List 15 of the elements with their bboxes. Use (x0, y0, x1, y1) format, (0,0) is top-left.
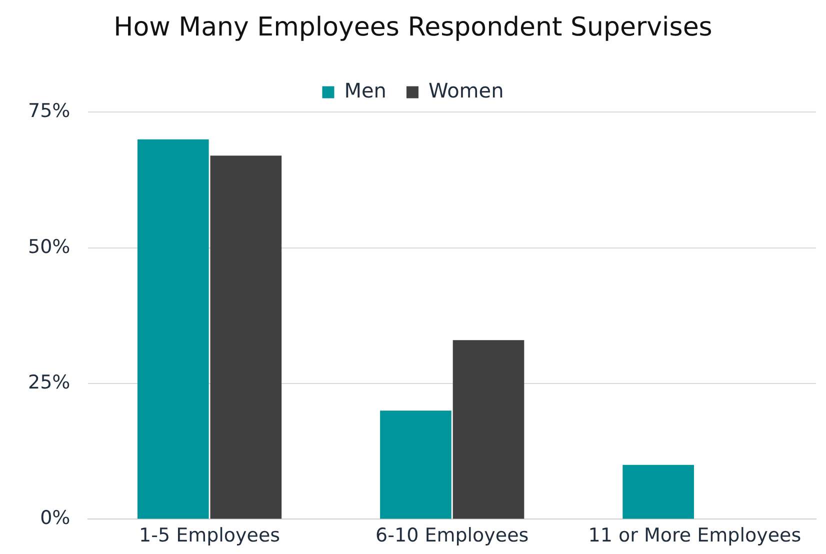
x-tick-label: 1-5 Employees (138, 524, 280, 547)
legend-label: Women (428, 78, 504, 102)
bar (210, 156, 282, 519)
bar (452, 340, 524, 519)
legend-label: Men (344, 78, 386, 102)
chart-title: How Many Employees Respondent Supervises (114, 12, 712, 42)
y-tick-label: 25% (28, 371, 70, 394)
y-tick-label: 50% (28, 236, 70, 258)
bar (622, 464, 694, 519)
y-tick-label: 0% (40, 507, 70, 530)
bar (137, 139, 209, 519)
x-tick-label: 11 or More Employees (588, 524, 802, 547)
x-tick-label: 6-10 Employees (376, 524, 529, 547)
bar (380, 410, 452, 519)
y-tick-label: 75% (28, 100, 70, 122)
